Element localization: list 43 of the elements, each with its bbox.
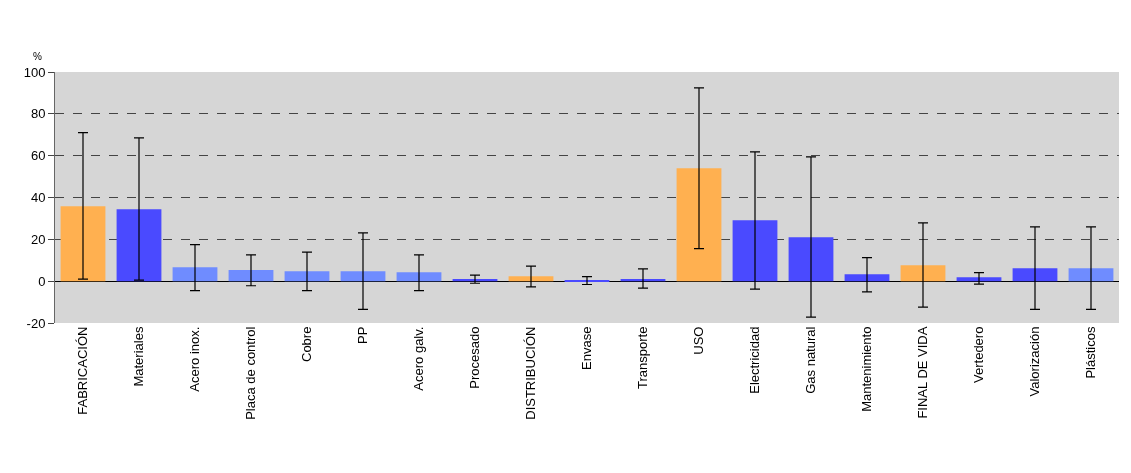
bar bbox=[956, 277, 1002, 282]
bar bbox=[1012, 268, 1058, 282]
x-tick-label: Placa de control bbox=[243, 326, 259, 420]
x-tick-label: Procesado bbox=[467, 326, 483, 389]
y-tick-label: -20 bbox=[26, 315, 46, 331]
x-tick-label: Acero inox. bbox=[187, 326, 203, 392]
y-tick-label: 40 bbox=[30, 190, 46, 206]
bar bbox=[60, 206, 106, 282]
x-tick-label: Materiales bbox=[131, 326, 147, 387]
x-tick-label: Gas natural bbox=[803, 326, 819, 394]
x-tick-label: USO bbox=[691, 326, 707, 355]
y-axis-title: % bbox=[33, 51, 42, 62]
bar bbox=[732, 220, 778, 282]
bar bbox=[228, 270, 274, 282]
x-tick-label: FINAL DE VIDA bbox=[915, 326, 931, 419]
x-tick-label: PP bbox=[355, 326, 371, 344]
y-tick-label: 20 bbox=[30, 231, 46, 247]
bar bbox=[116, 209, 162, 282]
bar bbox=[676, 168, 722, 282]
bar bbox=[284, 271, 330, 282]
y-tick-label: 100 bbox=[23, 64, 46, 80]
bar bbox=[340, 271, 386, 282]
x-tick-label: Electricidad bbox=[747, 326, 763, 394]
x-tick-label: FABRICACIÓN bbox=[75, 326, 91, 415]
x-tick-label: DISTRIBUCIÓN bbox=[523, 326, 539, 420]
x-tick-label: Plásticos bbox=[1083, 326, 1099, 379]
y-tick-label: 0 bbox=[38, 273, 46, 289]
x-tick-label: Acero galv. bbox=[411, 326, 427, 391]
y-tick-label: 60 bbox=[30, 148, 46, 164]
x-tick-label: Envase bbox=[579, 326, 595, 370]
bar bbox=[788, 237, 834, 282]
x-tick-label: Mantenimiento bbox=[859, 326, 875, 412]
bar bbox=[900, 265, 946, 282]
x-tick-label: Vertedero bbox=[971, 326, 987, 383]
x-tick-label: Cobre bbox=[299, 326, 315, 363]
x-tick-label: Valorización bbox=[1027, 326, 1043, 397]
y-tick-label: 80 bbox=[30, 106, 46, 122]
x-tick-label: Transporte bbox=[635, 326, 651, 389]
bar bbox=[1068, 268, 1114, 282]
bar bbox=[172, 267, 218, 282]
bar bbox=[508, 276, 554, 282]
bar bbox=[844, 274, 890, 282]
bar bbox=[396, 272, 442, 282]
